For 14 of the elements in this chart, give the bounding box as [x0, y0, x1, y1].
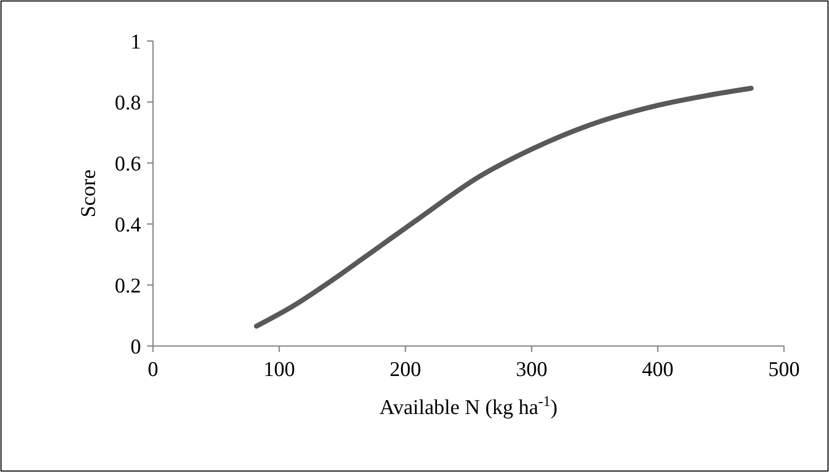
x-axis-title: Available N (kg ha$^{-1}$)	[379, 394, 558, 419]
y-tick-label: 1	[130, 29, 141, 54]
x-tick-label: 300	[516, 357, 548, 381]
x-tick-label: 500	[768, 357, 800, 381]
x-tick-label: 0	[148, 357, 158, 381]
y-axis-title: Score	[76, 170, 100, 218]
x-tick-label: 100	[263, 357, 295, 381]
x-tick-label: 400	[642, 357, 674, 381]
y-tick-label: 0.2	[114, 273, 141, 298]
y-tick-label: 0.4	[114, 212, 142, 236]
y-tick-label: 0.6	[114, 151, 141, 176]
x-tick-label: 200	[390, 357, 422, 381]
y-tick-label: 0	[130, 334, 141, 358]
y-tick-label: 0.8	[114, 90, 141, 114]
